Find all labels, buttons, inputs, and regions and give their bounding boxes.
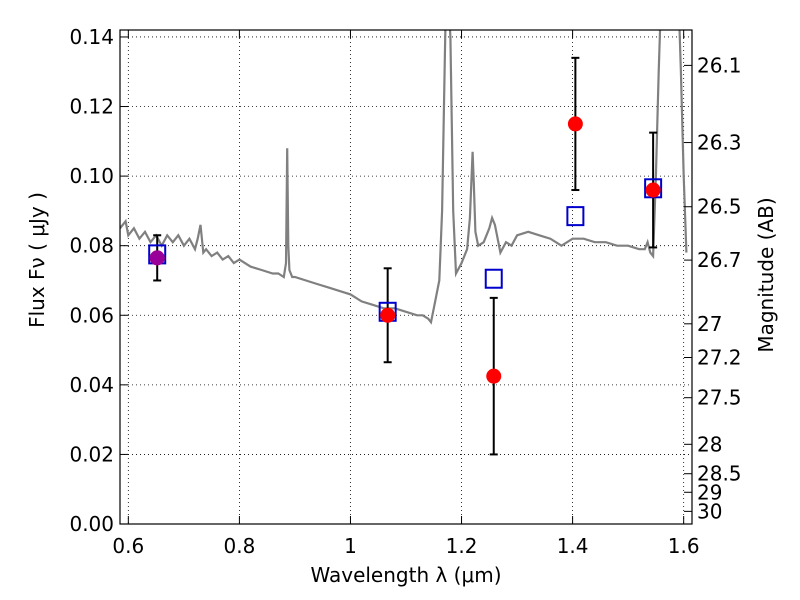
y-tick-label: 0.00 — [69, 512, 114, 536]
x-tick-label: 0.8 — [223, 534, 255, 558]
x-tick-label: 0.6 — [112, 534, 144, 558]
marker-layer — [148, 116, 663, 384]
y2-tick-label: 26.5 — [697, 195, 742, 219]
x-tick-label: 1.4 — [557, 534, 589, 558]
y2-tick-label: 27.2 — [697, 345, 742, 369]
x-tick-label: 1 — [344, 534, 357, 558]
y2-tick-label: 30 — [697, 499, 722, 523]
x-axis-label: Wavelength λ (μm) — [310, 563, 501, 587]
y2-tick-label: 27 — [697, 312, 722, 336]
y-tick-label: 0.06 — [69, 303, 114, 327]
y2-tick-label: 28.5 — [697, 462, 742, 486]
y-tick-label: 0.10 — [69, 164, 114, 188]
y2-tick-label: 26.3 — [697, 131, 742, 155]
model-square-marker — [566, 206, 585, 227]
observed-point — [567, 116, 583, 132]
grid-layer — [120, 30, 692, 524]
model-square-marker — [484, 268, 503, 289]
y-tick-label: 0.02 — [69, 442, 114, 466]
x-tick-layer: 0.6 0.8 1 1.2 1.4 1.6 — [112, 30, 700, 558]
y2-tick-label: 27.5 — [697, 386, 742, 410]
purple-point — [149, 250, 165, 266]
y-tick-label: 0.12 — [69, 95, 114, 119]
y-axis-label: Flux Fν ( μJy ) — [25, 192, 49, 328]
x-tick-label: 1.2 — [446, 534, 478, 558]
y2-tick-label: 28 — [697, 432, 722, 456]
y2-axis-label: Magnitude (AB) — [754, 197, 778, 352]
observed-point — [380, 307, 396, 323]
y-tick-label: 0.14 — [69, 25, 114, 49]
x-tick-label: 1.6 — [668, 534, 700, 558]
y-tick-label: 0.04 — [69, 373, 114, 397]
y2-tick-label: 26.1 — [697, 53, 742, 77]
y2-tick-label: 29 — [697, 480, 722, 504]
observed-point — [645, 182, 661, 198]
y2-tick-label: 26.7 — [697, 248, 742, 272]
observed-point — [486, 368, 502, 384]
plot-frame — [119, 29, 693, 525]
model-spectrum-line — [120, 30, 688, 325]
y-tick-label: 0.08 — [69, 234, 114, 258]
y-tick-layer: 0.00 0.02 0.04 0.06 0.08 0.10 0.12 0.14 — [69, 25, 128, 536]
